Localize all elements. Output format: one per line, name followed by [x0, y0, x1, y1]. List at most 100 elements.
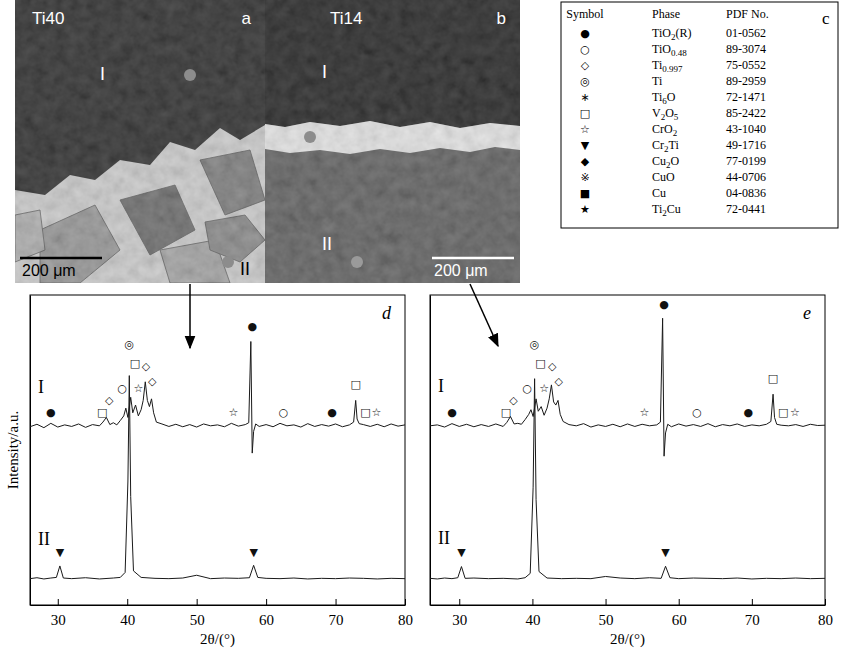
phase-symbol: ※ [580, 171, 589, 184]
sample-label: Ti14 [330, 9, 362, 28]
pdf-number: 72-0441 [726, 202, 766, 216]
peak-marker: ◇ [105, 394, 114, 407]
subscript: 0.48 [671, 48, 687, 58]
peak-marker: □ [130, 357, 140, 370]
peak-marker: □ [535, 357, 545, 370]
trace-label: I [38, 377, 44, 397]
pdf-number: 72-1471 [726, 90, 766, 104]
pdf-number: 04-0836 [726, 186, 766, 200]
region-label: II [240, 259, 250, 279]
x-tick: 30 [51, 599, 66, 628]
x-axis: 304050607080 [31, 599, 414, 628]
pdf-number: 49-1716 [726, 138, 766, 152]
pdf-number: 85-2422 [726, 106, 766, 120]
x-tick-mark [679, 599, 680, 605]
peak-marker: ◎ [125, 338, 135, 351]
x-tick-label: 70 [745, 612, 760, 628]
x-tick-label: 40 [525, 612, 540, 628]
peak-marker: ☆ [539, 382, 549, 395]
x-tick-mark [127, 599, 128, 605]
y-axis-line [30, 296, 31, 606]
xrd-trace [30, 342, 405, 454]
xrd-trace [430, 318, 825, 456]
x-tick-mark [459, 599, 460, 605]
peak-marker: ● [247, 320, 257, 333]
phase-name: Cu [652, 186, 666, 200]
phase-name: V2O5 [652, 106, 679, 122]
panel-letter: a [242, 9, 252, 28]
plot-frame [430, 295, 825, 605]
x-tick: 60 [672, 599, 687, 628]
text-part: TiO [652, 42, 671, 56]
peak-marker: ● [743, 406, 753, 419]
x-tick-mark [197, 599, 198, 605]
plot-area [430, 318, 825, 579]
micrograph [15, 0, 265, 283]
pdf-number: 44-0706 [726, 170, 766, 184]
peak-marker: ○ [279, 406, 289, 419]
scale-bar [432, 257, 514, 260]
peak-marker: □ [360, 406, 370, 419]
peak-marker: ○ [118, 382, 128, 395]
text-part: (R) [675, 26, 691, 40]
x-tick-label: 50 [599, 612, 614, 628]
x-axis-line [431, 605, 826, 606]
text-part: Ti [669, 138, 680, 152]
x-tick: 50 [599, 599, 614, 628]
text-part: Cu [652, 154, 666, 168]
text-part: O [665, 106, 674, 120]
pdf-number: 89-2959 [726, 74, 766, 88]
x-tick-label: 40 [120, 612, 135, 628]
peak-marker: ◇ [555, 375, 564, 388]
table-header: Symbol [566, 7, 604, 21]
subscript: 0.997 [662, 64, 683, 74]
phase-symbol: ★ [580, 203, 590, 216]
matrix-region [265, 0, 520, 283]
spot [304, 131, 316, 143]
micrograph-labels: Ti14bIII200 μm [322, 9, 514, 279]
phase-symbol: ◇ [581, 59, 590, 72]
xrd-chart: 304050607080III●□◇○□☆◇◇☆●○●□□☆▼◎▼e2θ/(°) [430, 295, 833, 648]
phase-symbol: ☆ [580, 123, 590, 136]
subscript: 5 [674, 112, 679, 122]
text-part: O [667, 90, 676, 104]
phase-name: Cr2Ti [652, 138, 679, 154]
x-tick: 70 [329, 599, 344, 628]
panel-letter: d [382, 303, 392, 323]
x-tick-label: 60 [672, 612, 687, 628]
x-tick: 30 [452, 599, 467, 628]
x-tick-label: 80 [818, 612, 833, 628]
peak-marker: ☆ [372, 406, 382, 419]
peak-marker: ☆ [639, 406, 649, 419]
phase-symbol: □ [580, 107, 590, 120]
peak-marker: □ [768, 372, 778, 385]
peak-marker: ◇ [142, 360, 151, 373]
peak-marker: ▼ [661, 546, 670, 559]
xrd-chart: 304050607080III●□◇○□☆◇◇☆●○●□□☆▼◎▼d2θ/(°)… [5, 295, 413, 648]
xrd-trace [430, 379, 825, 579]
y-axis-line [430, 296, 431, 606]
peak-marker: ● [46, 406, 56, 419]
texture [15, 0, 265, 283]
x-tick: 40 [525, 599, 540, 628]
x-tick-label: 50 [190, 612, 205, 628]
table-frame [561, 2, 838, 228]
panel-letter: c [822, 9, 830, 28]
x-tick-label: 30 [51, 612, 66, 628]
peak-marker: ▼ [457, 546, 466, 559]
x-tick-mark [532, 599, 533, 605]
peak-marker: ● [327, 406, 337, 419]
text-part: TiO [652, 26, 671, 40]
text-part: CuO [652, 170, 675, 184]
phase-symbol: ○ [580, 43, 590, 56]
x-tick-label: 70 [329, 612, 344, 628]
text-part: Cu [652, 186, 666, 200]
x-tick: 40 [120, 599, 135, 628]
y-axis-title: Intensity/a.u. [5, 411, 21, 489]
trace-label: I [438, 376, 444, 396]
phase-name: CuO [652, 170, 675, 184]
phase-table: SymbolPhasePDF No.c●TiO2(R)01-0562○TiO0.… [561, 2, 838, 228]
x-axis: 30 40 50 60 70 80 [431, 599, 834, 628]
text-part: Cu [667, 202, 681, 216]
x-tick-mark [58, 599, 59, 605]
